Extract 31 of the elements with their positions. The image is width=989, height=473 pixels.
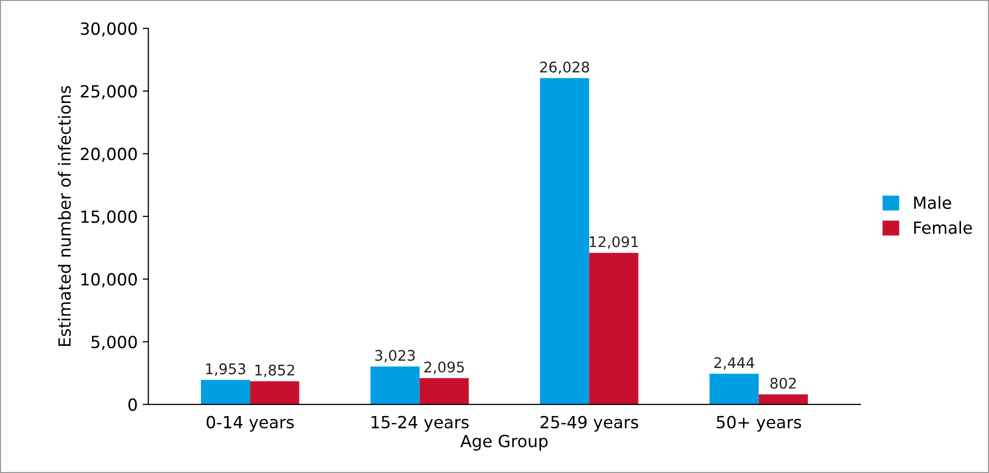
y-tick-label: 5,000 bbox=[92, 336, 137, 350]
y-tick-label: 25,000 bbox=[80, 85, 137, 100]
data-label: 802 bbox=[770, 378, 796, 389]
y-tick-label: 20,000 bbox=[80, 148, 137, 162]
data-label: 2,444 bbox=[714, 357, 754, 370]
bar bbox=[758, 394, 808, 404]
data-label: 1,852 bbox=[255, 364, 294, 378]
x-axis-title: Age Group bbox=[460, 434, 548, 451]
x-tick-label: 50+ years bbox=[716, 416, 802, 432]
y-tick-label: 15,000 bbox=[81, 210, 137, 225]
y-axis-title: Estimated number of infections bbox=[58, 86, 71, 346]
bar bbox=[200, 380, 250, 404]
bar bbox=[250, 381, 300, 404]
bar bbox=[589, 252, 638, 404]
data-label: 12,091 bbox=[590, 236, 638, 249]
data-label: 26,028 bbox=[540, 62, 590, 74]
y-tick-label: 0 bbox=[128, 398, 137, 411]
legend-label: Female bbox=[914, 221, 972, 234]
bar bbox=[420, 378, 469, 404]
x-tick-label: 25-49 years bbox=[540, 416, 638, 432]
y-tick-label: 30,000 bbox=[80, 22, 137, 37]
bar bbox=[370, 366, 420, 404]
data-label: 3,023 bbox=[375, 350, 415, 362]
bar bbox=[710, 374, 759, 404]
bar bbox=[540, 78, 590, 404]
x-tick-label: 15-24 years bbox=[372, 416, 469, 432]
x-tick-label: 0-14 years bbox=[206, 416, 294, 432]
y-tick-label: 10,000 bbox=[81, 273, 137, 288]
data-label: 1,953 bbox=[206, 363, 246, 376]
data-label: 2,095 bbox=[424, 362, 464, 374]
legend-label: Male bbox=[914, 196, 952, 209]
